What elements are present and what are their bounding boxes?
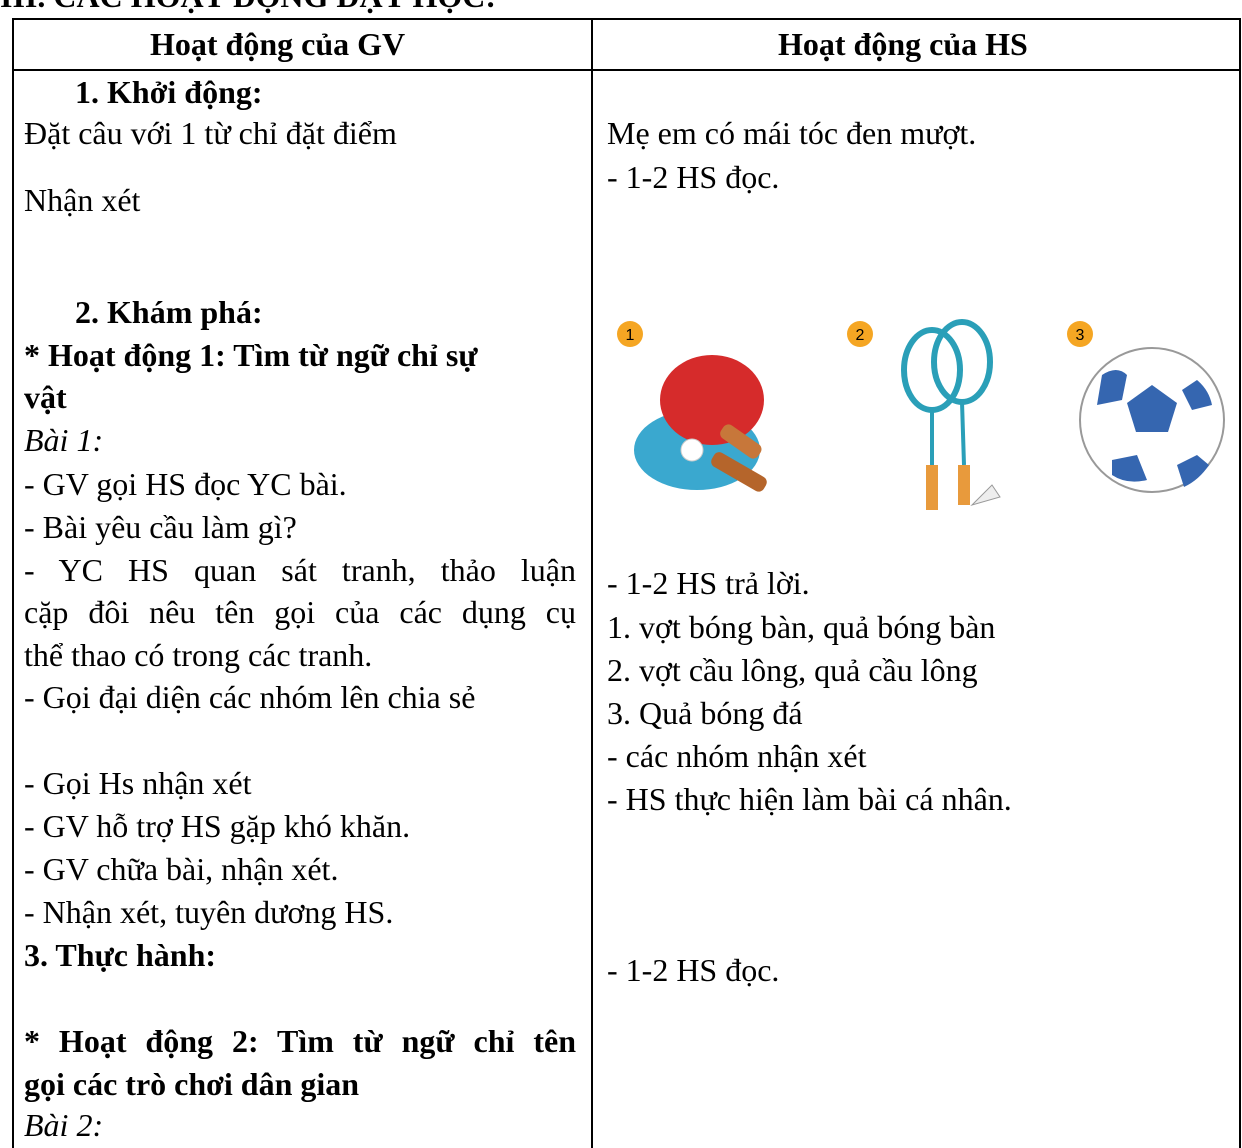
text-line: - YC HS quan sát tranh, thảo luận xyxy=(24,552,576,588)
text-line: Bài 1: xyxy=(24,422,104,458)
text-line: Nhận xét xyxy=(24,182,141,218)
text-line: - 1-2 HS trả lời. xyxy=(607,565,810,601)
table-border-top xyxy=(12,18,1241,20)
text-line: Đặt câu với 1 từ chỉ đặt điểm xyxy=(24,115,397,151)
figure-label: 3 xyxy=(1076,327,1085,344)
text-line: - GV hỗ trợ HS gặp khó khăn. xyxy=(24,808,411,844)
text-line: 2. vợt cầu lông, quả cầu lông xyxy=(607,652,978,688)
text-line: 1. vợt bóng bàn, quả bóng bàn xyxy=(607,609,996,645)
text-line: 3. Thực hành: xyxy=(24,937,217,973)
table-tennis: 1 xyxy=(617,321,767,492)
text-line: 2. Khám phá: xyxy=(75,294,263,330)
text-line: cặp đôi nêu tên gọi của các dụng cụ xyxy=(24,594,576,630)
header-cell: Hoạt động của GV xyxy=(150,26,406,62)
text-line: vật xyxy=(24,379,67,415)
text-line: - 1-2 HS đọc. xyxy=(607,159,780,195)
text-line: - Gọi đại diện các nhóm lên chia sẻ xyxy=(24,679,476,715)
text-line: 3. Quả bóng đá xyxy=(607,695,803,731)
text-line: - Bài yêu cầu làm gì? xyxy=(24,509,297,545)
text-line: 1. Khởi động: xyxy=(75,74,263,110)
text-line: gọi các trò chơi dân gian xyxy=(24,1066,360,1102)
text-line: thể thao có trong các tranh. xyxy=(24,637,373,673)
text-line: * Hoạt động 1: Tìm từ ngữ chỉ sự xyxy=(24,337,478,373)
badminton: 2 xyxy=(847,319,1001,510)
text-line: Mẹ em có mái tóc đen mượt. xyxy=(607,115,977,151)
table-border-left xyxy=(12,18,14,1148)
heading: III. CÁC HOẠT ĐỘNG DẠY HỌC: xyxy=(0,0,496,16)
column-divider xyxy=(591,18,593,1148)
text-line: * Hoạt động 2: Tìm từ ngữ chỉ tên xyxy=(24,1023,576,1059)
text-line: - Nhận xét, tuyên dương HS. xyxy=(24,894,394,930)
header-cell: Hoạt động của HS xyxy=(778,26,1028,62)
sports-figure: 1 2 3 xyxy=(617,319,1225,510)
text-line: - GV chữa bài, nhận xét. xyxy=(24,851,339,887)
text-line: - các nhóm nhận xét xyxy=(607,738,867,774)
text-line: - GV gọi HS đọc YC bài. xyxy=(24,466,347,502)
header-divider xyxy=(12,69,1241,71)
text-line: Bài 2: xyxy=(24,1107,104,1143)
text-line: - HS thực hiện làm bài cá nhân. xyxy=(607,781,1012,817)
football: 3 xyxy=(1067,321,1225,493)
figure-label: 2 xyxy=(856,327,865,344)
text-line: - 1-2 HS đọc. xyxy=(607,952,780,988)
figure-label: 1 xyxy=(626,327,635,344)
text-line: - Gọi Hs nhận xét xyxy=(24,765,252,801)
table-border-right xyxy=(1239,18,1241,1148)
